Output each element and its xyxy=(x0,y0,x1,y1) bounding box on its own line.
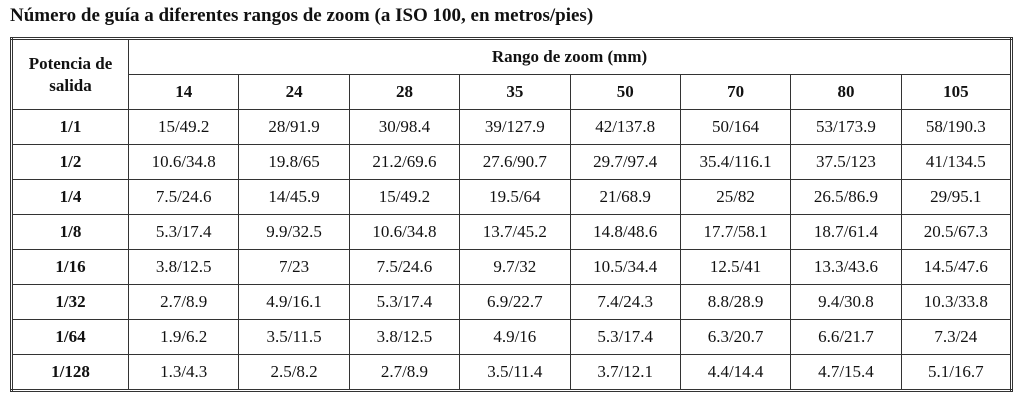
cell: 4.7/15.4 xyxy=(790,354,902,391)
table-row: 1/1 15/49.2 28/91.9 30/98.4 39/127.9 42/137.8… xyxy=(11,109,1013,145)
row-label: 1/8 xyxy=(11,214,129,250)
cell: 15/49.2 xyxy=(348,179,461,215)
column-header: 24 xyxy=(238,74,350,110)
cell: 10.6/34.8 xyxy=(127,144,240,180)
cell: 21/68.9 xyxy=(569,179,681,215)
row-label: 1/64 xyxy=(11,319,129,355)
cell: 1.3/4.3 xyxy=(127,354,240,391)
cell: 20.5/67.3 xyxy=(900,214,1013,250)
cell: 7.5/24.6 xyxy=(127,179,240,215)
cell: 4.9/16.1 xyxy=(238,284,350,320)
cell: 9.9/32.5 xyxy=(238,214,350,250)
cell: 10.3/33.8 xyxy=(900,284,1013,320)
cell: 5.1/16.7 xyxy=(900,354,1013,391)
cell: 19.5/64 xyxy=(459,179,571,215)
row-label: 1/32 xyxy=(11,284,129,320)
group-header: Rango de zoom (mm) xyxy=(128,38,1012,75)
cell: 14.8/48.6 xyxy=(569,214,681,250)
cell: 19.8/65 xyxy=(238,144,350,180)
column-header: 105 xyxy=(900,74,1013,110)
table-row: 1/4 7.5/24.6 14/45.9 15/49.2 19.5/64 21/68.9 2… xyxy=(11,179,1013,215)
cell: 5.3/17.4 xyxy=(348,284,461,320)
cell: 58/190.3 xyxy=(900,109,1013,145)
table-row: 1/32 2.7/8.9 4.9/16.1 5.3/17.4 6.9/22.7 7.4/2… xyxy=(11,284,1013,320)
cell: 9.4/30.8 xyxy=(790,284,902,320)
cell: 10.5/34.4 xyxy=(569,249,681,285)
column-header: 80 xyxy=(790,74,902,110)
table-row: 1/2 10.6/34.8 19.8/65 21.2/69.6 27.6/90.7 29.… xyxy=(11,144,1013,180)
title: Número de guía a diferentes rangos de zo… xyxy=(10,5,594,26)
table-row: 1/8 5.3/17.4 9.9/32.5 10.6/34.8 13.7/45.2 14.… xyxy=(11,214,1013,250)
cell: 30/98.4 xyxy=(348,109,461,145)
column-header: 35 xyxy=(459,74,571,110)
column-header: 14 xyxy=(127,74,240,110)
cell: 27.6/90.7 xyxy=(459,144,571,180)
cell: 6.9/22.7 xyxy=(459,284,571,320)
cell: 3.8/12.5 xyxy=(348,319,461,355)
cell: 5.3/17.4 xyxy=(569,319,681,355)
cell: 28/91.9 xyxy=(238,109,350,145)
cell: 3.8/12.5 xyxy=(127,249,240,285)
cell: 8.8/28.9 xyxy=(679,284,792,320)
cell: 3.7/12.1 xyxy=(569,354,681,391)
cell: 42/137.8 xyxy=(569,109,681,145)
cell: 29.7/97.4 xyxy=(569,144,681,180)
cell: 53/173.9 xyxy=(790,109,902,145)
cell: 26.5/86.9 xyxy=(790,179,902,215)
cell: 17.7/58.1 xyxy=(679,214,792,250)
row-label: 1/4 xyxy=(11,179,129,215)
cell: 2.7/8.9 xyxy=(127,284,240,320)
cell: 1.9/6.2 xyxy=(127,319,240,355)
cell: 13.7/45.2 xyxy=(459,214,571,250)
cell: 37.5/123 xyxy=(790,144,902,180)
guide-number-table: Potencia de salida Rango de zoom (mm) 14… xyxy=(10,37,1013,392)
cell: 7.4/24.3 xyxy=(569,284,681,320)
column-header: 28 xyxy=(348,74,461,110)
cell: 50/164 xyxy=(679,109,792,145)
table-row: 1/64 1.9/6.2 3.5/11.5 3.8/12.5 4.9/16 5.3/17.… xyxy=(11,319,1013,355)
cell: 2.7/8.9 xyxy=(348,354,461,391)
cell: 2.5/8.2 xyxy=(238,354,350,391)
cell: 14/45.9 xyxy=(238,179,350,215)
cell: 14.5/47.6 xyxy=(900,249,1013,285)
cell: 7.3/24 xyxy=(900,319,1013,355)
cell: 10.6/34.8 xyxy=(348,214,461,250)
table-row: 1/16 3.8/12.5 7/23 7.5/24.6 9.7/32 10.5/34.4 1… xyxy=(11,249,1013,285)
cell: 6.3/20.7 xyxy=(679,319,792,355)
cell: 39/127.9 xyxy=(459,109,571,145)
row-label: 1/1 xyxy=(11,109,129,145)
cell: 7.5/24.6 xyxy=(348,249,461,285)
cell: 13.3/43.6 xyxy=(790,249,902,285)
row-label: 1/16 xyxy=(11,249,129,285)
cell: 18.7/61.4 xyxy=(790,214,902,250)
cell: 41/134.5 xyxy=(900,144,1013,180)
cell: 21.2/69.6 xyxy=(348,144,461,180)
cell: 35.4/116.1 xyxy=(679,144,792,180)
cell: 29/95.1 xyxy=(900,179,1013,215)
cell: 3.5/11.5 xyxy=(238,319,350,355)
table-row: 1/128 1.3/4.3 2.5/8.2 2.7/8.9 3.5/11.4 3.7/12… xyxy=(11,354,1013,391)
cell: 15/49.2 xyxy=(127,109,240,145)
row-label: 1/2 xyxy=(11,144,129,180)
row-label: 1/128 xyxy=(11,354,129,391)
column-header: 50 xyxy=(569,74,681,110)
cell: 7/23 xyxy=(238,249,350,285)
cell: 4.4/14.4 xyxy=(679,354,792,391)
column-header: 70 xyxy=(679,74,792,110)
cell: 6.6/21.7 xyxy=(790,319,902,355)
cell: 3.5/11.4 xyxy=(459,354,571,391)
corner-header: Potencia de salida xyxy=(11,38,129,110)
cell: 4.9/16 xyxy=(459,319,571,355)
cell: 5.3/17.4 xyxy=(127,214,240,250)
cell: 25/82 xyxy=(679,179,792,215)
cell: 9.7/32 xyxy=(459,249,571,285)
cell: 12.5/41 xyxy=(679,249,792,285)
